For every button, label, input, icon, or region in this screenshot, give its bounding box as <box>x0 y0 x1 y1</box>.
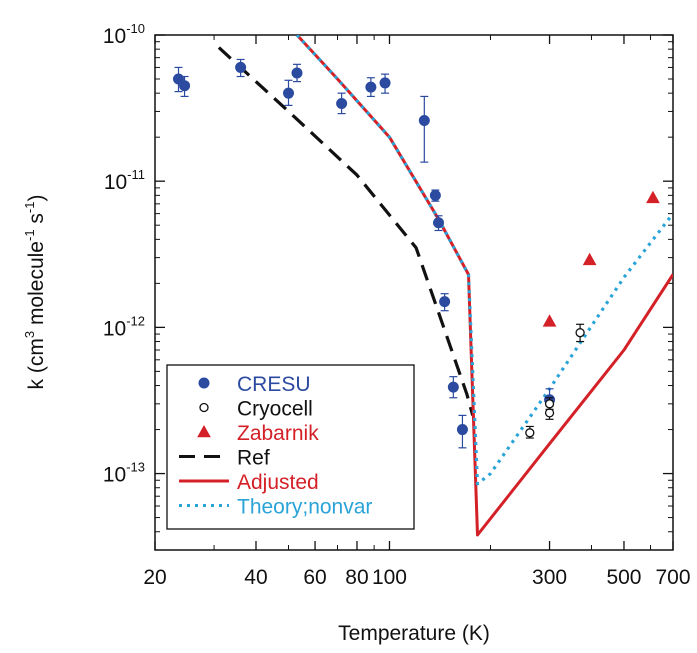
legend: CRESUCryocellZabarnikRefAdjustedTheory;n… <box>166 364 415 530</box>
plot-frame <box>154 34 674 551</box>
legend-box <box>166 364 415 530</box>
cresu-point <box>447 381 459 393</box>
plot-border <box>154 34 674 551</box>
cryocell-point <box>575 328 585 338</box>
cresu-point <box>365 81 377 93</box>
cresu-point <box>235 61 247 73</box>
legend-label-zabarnik: Zabarnik <box>237 422 319 445</box>
series-lines <box>217 35 673 537</box>
x-tick-label: 700 <box>655 566 690 589</box>
series-points <box>172 58 660 449</box>
cresu-point <box>439 296 451 308</box>
cresu-point <box>282 87 294 99</box>
y-tick-label: 10-13 <box>103 460 145 487</box>
cresu-point <box>336 97 348 109</box>
legend-label-theory-nonvar: Theory;nonvar <box>237 496 372 519</box>
axis-ticks <box>154 34 674 550</box>
cresu-point <box>418 115 430 127</box>
legend-label-adjusted: Adjusted <box>237 471 319 494</box>
y-tick-label: 10-11 <box>104 167 145 194</box>
legend-label-ref: Ref <box>237 447 270 470</box>
x-tick-label: 60 <box>303 566 326 589</box>
x-tick-label: 40 <box>244 566 267 589</box>
cryocell-point <box>544 399 555 409</box>
series-line-theory-nonvar <box>295 35 673 486</box>
legend-label-cryocell: Cryocell <box>237 398 313 421</box>
y-tick-label: 10-10 <box>103 21 145 48</box>
cryocell-point <box>544 408 555 418</box>
x-tick-label: 80 <box>345 566 368 589</box>
axis-titles: Temperature (K) k (cm3 molecule-1 s-1) <box>22 195 490 645</box>
legend-label-cresu: CRESU <box>237 373 311 396</box>
legend-marker-zabarnik <box>197 424 211 438</box>
cresu-point <box>179 80 191 92</box>
tick-labels: 20 40 60 80 100 300 500 700 10-13 10-12 10-11 10-10 <box>103 21 691 589</box>
zabarnik-point <box>646 190 660 204</box>
zabarnik-point <box>582 252 597 266</box>
zabarnik-point <box>542 314 557 327</box>
y-axis-title: k (cm3 molecule-1 s-1) <box>22 195 48 390</box>
cresu-point <box>291 67 303 79</box>
y-tick-label: 10-12 <box>103 313 145 340</box>
cryocell-point <box>525 428 535 438</box>
x-tick-label: 100 <box>372 566 407 589</box>
cresu-point <box>429 189 441 201</box>
x-tick-label: 500 <box>606 566 641 589</box>
legend-marker-cryocell <box>199 402 209 413</box>
x-tick-label: 20 <box>143 566 166 589</box>
x-axis-title: Temperature (K) <box>338 622 490 645</box>
series-line-ref <box>217 46 475 416</box>
cresu-point <box>433 217 445 229</box>
legend-marker-cresu <box>198 377 210 389</box>
x-tick-label: 300 <box>532 566 567 589</box>
cresu-point <box>456 424 468 436</box>
cresu-point <box>379 77 391 89</box>
